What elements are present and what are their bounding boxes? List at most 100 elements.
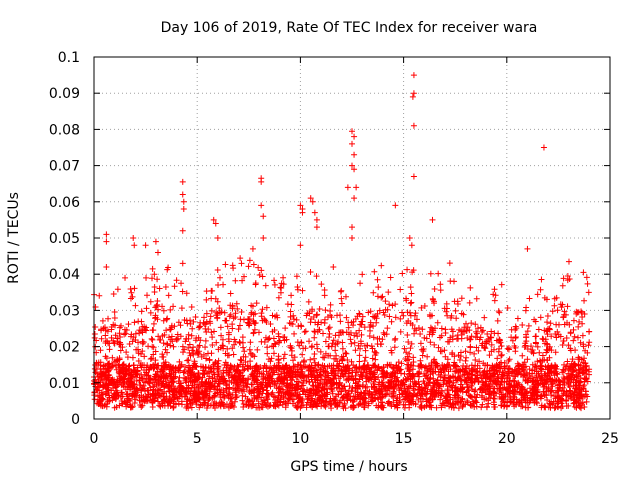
y-tick-label: 0.08 [49,122,80,138]
data-point [329,340,336,347]
data-point [105,315,112,322]
data-point [305,298,312,305]
data-point [498,281,505,288]
data-point [117,347,124,354]
data-point [585,289,592,296]
data-point [138,364,145,371]
data-point [362,347,369,354]
data-point [121,326,128,333]
data-point [241,273,248,280]
data-point [497,387,504,394]
data-point [473,344,480,351]
data-point [451,278,458,285]
data-point [492,378,499,385]
data-point [287,308,294,315]
data-point [560,366,567,373]
data-point [560,275,567,282]
data-point [417,340,424,347]
data-point [98,368,105,375]
data-point [478,342,485,349]
data-point [235,326,242,333]
data-point [491,286,498,293]
data-point [513,401,520,408]
data-point [270,335,277,342]
data-point [458,335,465,342]
data-point [411,325,418,332]
data-point [319,354,326,361]
data-point [427,339,434,346]
data-point [404,309,411,316]
data-point [203,318,210,325]
data-point [311,359,318,366]
data-point [479,401,486,408]
data-point [381,312,388,319]
data-point [475,347,482,354]
data-point [139,348,146,355]
data-point [256,391,263,398]
data-point [229,345,236,352]
data-point [487,334,494,341]
data-point [161,331,168,338]
data-point [525,377,532,384]
data-point [250,311,257,318]
data-point [472,357,479,364]
data-point [452,368,459,375]
data-point [462,376,469,383]
data-point [106,346,113,353]
data-point [455,393,462,400]
data-point [131,399,138,406]
data-point [307,269,314,276]
data-point [101,324,108,331]
data-point [463,363,470,370]
data-point [207,313,214,320]
data-point [173,277,180,284]
data-point [215,346,222,353]
data-point [398,370,405,377]
data-point [379,293,386,300]
data-point [203,404,210,411]
data-point [439,400,446,407]
data-point [518,403,525,410]
x-tick-label: 0 [90,431,99,447]
data-point [482,339,489,346]
data-point [561,308,568,315]
data-point [328,314,335,321]
data-point [213,339,220,346]
data-point [407,284,414,291]
data-point [127,285,134,292]
data-point [247,339,254,346]
data-point [538,363,545,370]
data-point [282,374,289,381]
data-point [240,375,247,382]
data-point [186,341,193,348]
data-point [179,343,186,350]
data-point [112,396,119,403]
data-point [388,372,395,379]
data-point [404,385,411,392]
data-point [257,380,264,387]
data-point [160,307,167,314]
x-tick-label: 25 [601,431,619,447]
data-point [534,358,541,365]
data-point [365,362,372,369]
data-point [321,292,328,299]
data-point [134,389,141,396]
data-point [282,404,289,411]
data-point [339,355,346,362]
data-point [133,367,140,374]
data-point [583,391,590,398]
data-point [354,333,361,340]
data-point [268,367,275,374]
data-point [435,344,442,351]
data-point [560,337,567,344]
data-point [300,345,307,352]
data-point [375,387,382,394]
data-point [335,375,342,382]
data-point [472,321,479,328]
data-point [203,328,210,335]
data-point [478,404,485,411]
data-point [275,356,282,363]
data-point [259,390,266,397]
data-point [359,401,366,408]
data-point [280,334,287,341]
